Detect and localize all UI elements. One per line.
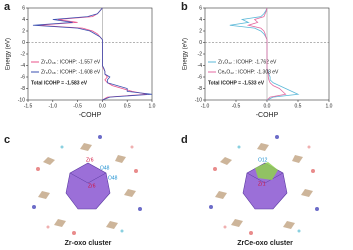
y-tick-label: -6 bbox=[21, 74, 26, 80]
x-axis-label: -COHP bbox=[79, 112, 102, 119]
x-tick-label: -1.0 bbox=[201, 103, 210, 109]
x-axis-label: -COHP bbox=[256, 112, 279, 119]
x-tick-label: -1.5 bbox=[24, 103, 33, 109]
x-tick-label: -1.0 bbox=[48, 103, 57, 109]
x-tick-label: -0.5 bbox=[232, 103, 241, 109]
y-tick-label: 2 bbox=[22, 28, 25, 34]
atom-label: Zr6 bbox=[88, 183, 96, 189]
y-tick-label: 4 bbox=[199, 17, 202, 23]
x-tick-label: 0.0 bbox=[99, 103, 106, 109]
y-tick-label: -10 bbox=[18, 97, 25, 103]
atom-label: Zr1 bbox=[258, 181, 266, 187]
annotation: Total ICOHP = -1.583 eV bbox=[31, 80, 88, 86]
y-tick-label: 6 bbox=[22, 5, 25, 11]
y-tick-label: -8 bbox=[198, 86, 203, 92]
y-tick-label: -10 bbox=[195, 97, 202, 103]
legend-label: Zr₁O₁₂ : ICOHP: -1.762 eV bbox=[218, 59, 277, 65]
panel-label: b bbox=[181, 1, 188, 13]
highlight-polyhedron bbox=[255, 162, 278, 180]
x-tick-label: 1.0 bbox=[149, 103, 156, 109]
x-tick-label: 0.0 bbox=[264, 103, 271, 109]
atom-label: O48 bbox=[108, 175, 118, 181]
legend-label: Zr₆O₄₈ : ICOHP: -1.557 eV bbox=[41, 59, 101, 65]
y-tick-label: 4 bbox=[22, 17, 25, 23]
y-tick-label: 2 bbox=[199, 28, 202, 34]
x-tick-label: 0.5 bbox=[295, 103, 302, 109]
caption: Zr-oxo cluster bbox=[65, 240, 112, 247]
y-tick-label: -8 bbox=[21, 86, 26, 92]
atom-label: O12 bbox=[258, 157, 268, 163]
y-tick-label: -2 bbox=[21, 51, 26, 57]
panel-label: a bbox=[4, 1, 11, 13]
y-axis-label: Energy (eV) bbox=[6, 38, 12, 70]
cohp-line bbox=[32, 7, 153, 101]
x-tick-label: 1.0 bbox=[326, 103, 333, 109]
cohp-line bbox=[246, 7, 287, 101]
y-axis-label: Energy (eV) bbox=[183, 38, 189, 70]
atom-label: Zr6 bbox=[86, 157, 94, 163]
caption: ZrCe-oxo cluster bbox=[237, 240, 293, 247]
y-tick-label: -6 bbox=[198, 74, 203, 80]
x-tick-label: -0.5 bbox=[73, 103, 82, 109]
cluster-drawing bbox=[31, 134, 143, 236]
x-tick-label: 0.5 bbox=[124, 103, 131, 109]
legend-label: Zr₆O₄₈ : ICOHP: -1.608 eV bbox=[41, 69, 101, 75]
y-tick-label: -2 bbox=[198, 51, 203, 57]
panel-label: c bbox=[4, 134, 10, 146]
legend-label: Ce₆O₁₂ : ICOHP: -1.303 eV bbox=[218, 69, 279, 75]
y-tick-label: -4 bbox=[21, 63, 26, 69]
panel-label: d bbox=[181, 134, 188, 146]
annotation: Total ICOHP = -1.533 eV bbox=[208, 80, 265, 86]
y-tick-label: 0 bbox=[199, 40, 202, 46]
y-tick-label: 6 bbox=[199, 5, 202, 11]
atom-label: O48 bbox=[100, 165, 110, 171]
y-tick-label: 0 bbox=[22, 40, 25, 46]
y-tick-label: -4 bbox=[198, 63, 203, 69]
